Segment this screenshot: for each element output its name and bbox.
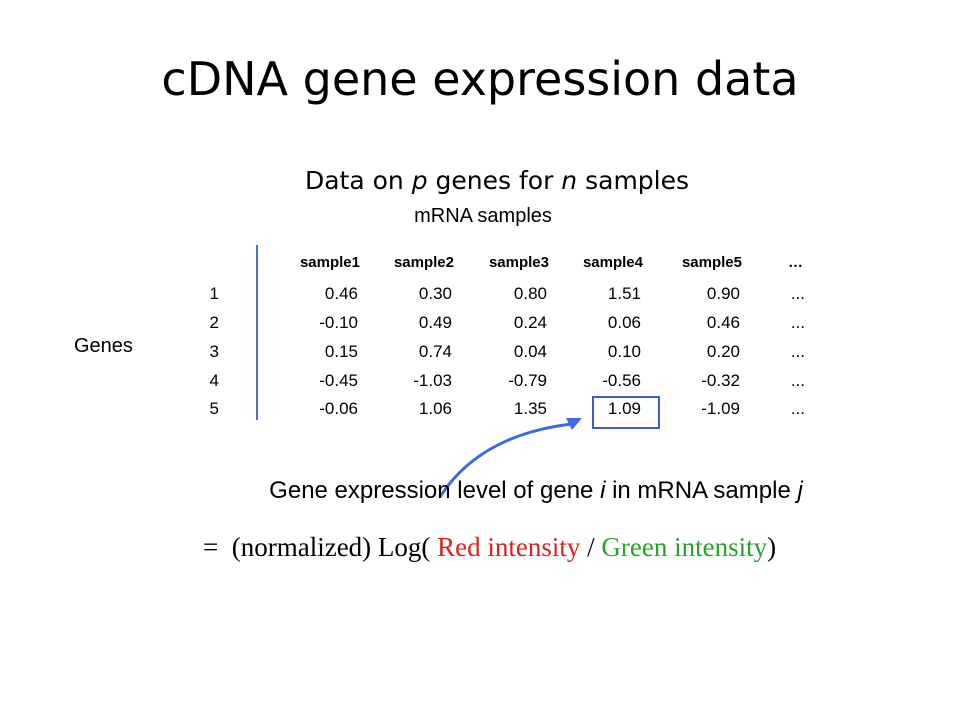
column-header: sample4 xyxy=(582,254,643,271)
table-cell: ... xyxy=(790,371,805,390)
equals: = xyxy=(203,532,219,562)
red-term: Red intensity xyxy=(437,532,581,562)
column-header: sample3 xyxy=(488,254,549,271)
table-cell: 0.46 xyxy=(706,313,740,332)
table-cell: -0.56 xyxy=(602,371,641,390)
table-cell: 0.90 xyxy=(706,284,740,303)
table-cell: 0.46 xyxy=(324,284,358,303)
formula-text: (normalized) Log( xyxy=(231,532,431,562)
table-cell: 0.10 xyxy=(607,342,641,361)
subtitle-text: genes for xyxy=(427,166,562,195)
column-header: … xyxy=(788,254,803,271)
caption-text: Gene expression level of gene xyxy=(269,477,601,504)
table-cell: 0.74 xyxy=(418,342,452,361)
subtitle-text: samples xyxy=(577,166,690,195)
formula: = (normalized) Log( Red intensity / Gree… xyxy=(203,532,776,563)
table-cell: 0.49 xyxy=(418,313,452,332)
formula-text: / xyxy=(587,532,595,562)
table-cell: ... xyxy=(790,399,805,418)
row-group-label: Genes xyxy=(74,335,133,357)
table-cell: 0.24 xyxy=(513,313,547,332)
subtitle-text: Data on xyxy=(304,166,412,195)
row-label: 4 xyxy=(209,371,219,390)
column-header: sample1 xyxy=(299,254,360,271)
row-label: 3 xyxy=(209,342,219,361)
table-cell: 0.04 xyxy=(513,342,547,361)
table-cell: -0.06 xyxy=(319,399,358,418)
table-cell: -1.09 xyxy=(701,399,740,418)
highlight-box xyxy=(592,396,660,429)
subtitle-var: p xyxy=(411,166,428,195)
table-cell: 0.30 xyxy=(418,284,452,303)
table-cell: -0.10 xyxy=(319,313,358,332)
row-label: 5 xyxy=(209,399,219,418)
green-term: Green intensity xyxy=(601,532,768,562)
subtitle-var: n xyxy=(561,166,578,195)
table-cell: 1.09 xyxy=(607,399,641,418)
column-group-label: mRNA samples xyxy=(414,205,552,227)
table-cell: 0.15 xyxy=(324,342,358,361)
subtitle: Data on p genes for n samples xyxy=(0,166,960,195)
table-cell: 1.35 xyxy=(513,399,547,418)
table-cell: 0.80 xyxy=(513,284,547,303)
table-cell: ... xyxy=(790,313,805,332)
column-header: sample5 xyxy=(681,254,742,271)
table-cell: ... xyxy=(790,284,805,303)
arrow xyxy=(438,422,573,498)
table-cell: -1.03 xyxy=(413,371,452,390)
table-cell: 0.20 xyxy=(706,342,740,361)
title: cDNA gene expression data xyxy=(161,52,799,106)
formula-text: ) xyxy=(767,532,777,562)
caption-text: in mRNA sample xyxy=(605,477,798,504)
caption: Gene expression level of gene i in mRNA … xyxy=(0,477,960,505)
caption-var: i xyxy=(600,477,606,504)
arrow-head xyxy=(566,418,582,430)
row-label: 2 xyxy=(209,313,219,332)
table-cell: 1.51 xyxy=(607,284,641,303)
table-cell: 1.06 xyxy=(418,399,452,418)
table-cell: ... xyxy=(790,342,805,361)
caption-var: j xyxy=(797,477,803,504)
table-cell: -0.32 xyxy=(701,371,740,390)
table-cell: -0.79 xyxy=(508,371,547,390)
column-header: sample2 xyxy=(393,254,454,271)
row-label: 1 xyxy=(209,284,219,303)
table-cell: -0.45 xyxy=(319,371,358,390)
table-cell: 0.06 xyxy=(607,313,641,332)
